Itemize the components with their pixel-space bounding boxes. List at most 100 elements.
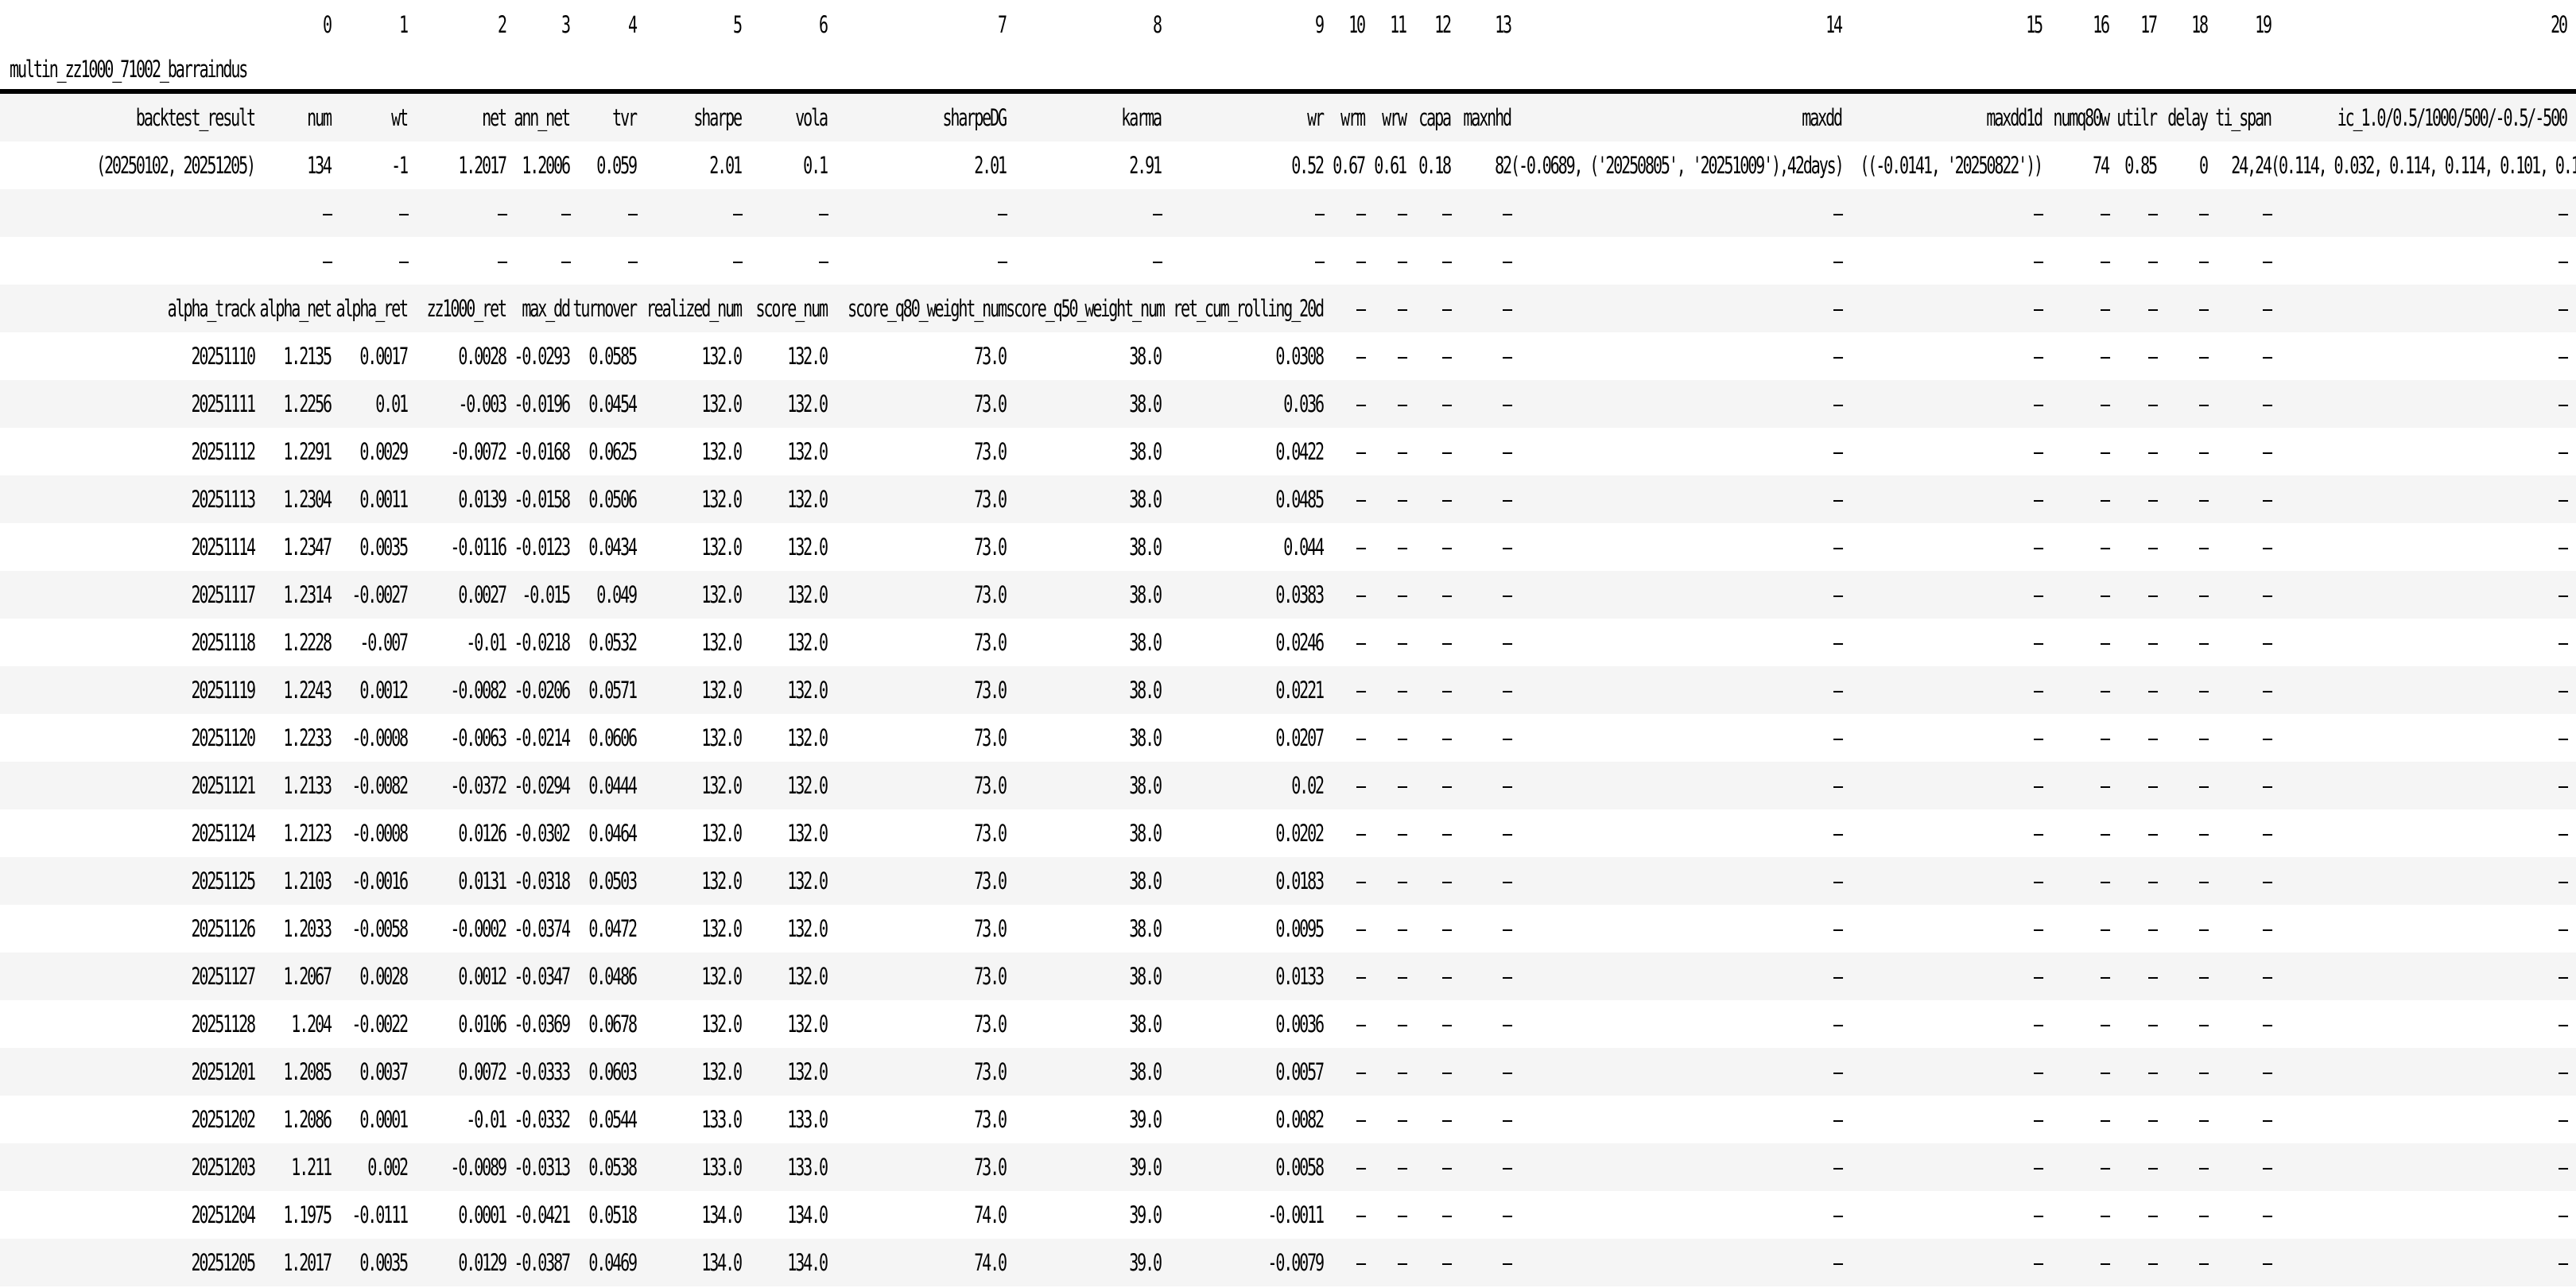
cell: — [1841, 237, 2043, 285]
cell: 0.1 [741, 142, 828, 189]
cell: — [1323, 1239, 1366, 1286]
cell-text: — [323, 246, 332, 275]
cell: — [2207, 332, 2272, 380]
cell-text: 0.01 [375, 390, 409, 418]
cell-text: 38.0 [1129, 580, 1162, 609]
cell-text: 39.0 [1129, 1153, 1162, 1181]
cell-text: — [2199, 533, 2209, 561]
cell: — [2109, 1048, 2158, 1096]
cell: — [1406, 571, 1452, 619]
cell-text: — [1442, 1057, 1452, 1086]
cell: 132.0 [741, 619, 828, 666]
cell-text: — [1442, 485, 1452, 514]
cell: 0.059 [569, 142, 638, 189]
cell-text: — [1356, 1248, 1366, 1277]
cell: 1.1975 [254, 1191, 332, 1239]
row-index-cell: 20251121 [0, 762, 256, 809]
cell-text: 1.2103 [283, 867, 332, 895]
cell: — [2042, 523, 2110, 571]
cell-text: alpha_ret [336, 294, 409, 323]
cell: 0.0472 [569, 905, 638, 952]
cell-text: — [1503, 867, 1512, 895]
cell: — [1841, 1191, 2043, 1239]
cell-text: — [998, 199, 1007, 227]
cell: — [2042, 332, 2110, 380]
cell-text: — [1398, 1010, 1407, 1038]
cell: — [2042, 1143, 2110, 1191]
cell-text: 1.211 [291, 1153, 332, 1181]
cell: 1.2304 [254, 475, 332, 523]
row-index-cell: 20251110 [0, 332, 256, 380]
cell-text: 73.0 [974, 676, 1007, 704]
cell-text: — [2148, 342, 2158, 370]
cell: — [2207, 237, 2272, 285]
cell: 0.0139 [407, 475, 507, 523]
cell-text: — [1442, 1248, 1452, 1277]
cell-text: 1.2314 [283, 580, 332, 609]
cell: — [1841, 714, 2043, 762]
row-index-cell-text: 20251112 [191, 437, 256, 466]
column-index-text: 0 [323, 10, 332, 39]
cell: 132.0 [636, 952, 743, 1000]
cell: — [2271, 905, 2576, 952]
cell-text: — [2199, 1153, 2209, 1181]
cell-text: — [2199, 390, 2209, 418]
cell-text: 0.0606 [588, 724, 638, 752]
cell: — [636, 237, 743, 285]
cell-text: 1.2085 [283, 1057, 332, 1086]
cell: — [2156, 1191, 2209, 1239]
cell-text: — [1356, 485, 1366, 514]
row-index-cell [0, 189, 254, 237]
cell-text: — [1833, 1105, 1843, 1134]
table-row: 20251203 1.211 0.002 -0.0089 -0.0313 0.0538 13… [0, 1143, 2576, 1191]
column-index-text: 1 [399, 10, 409, 39]
cell: — [2156, 762, 2209, 809]
cell-text: — [1356, 1010, 1366, 1038]
cell-text: — [2034, 1201, 2043, 1229]
cell: — [2156, 189, 2209, 237]
column-header: backtest_result [0, 89, 256, 142]
cell: — [2207, 952, 2272, 1000]
row-index-cell-text: (20250102, 20251205) [96, 151, 256, 180]
cell: — [1841, 1000, 2043, 1048]
cell: 0.0486 [569, 952, 638, 1000]
cell-text: — [1503, 962, 1512, 991]
cell: — [1323, 619, 1366, 666]
cell-text: 0.0308 [1275, 342, 1325, 370]
cell-text: — [2199, 628, 2209, 657]
cell-text: — [1442, 533, 1452, 561]
cell: 0.0571 [569, 666, 638, 714]
cell-text: — [2034, 580, 2043, 609]
table-row: 20251205 1.2017 0.0035 0.0129 -0.0387 0.0469 1… [0, 1239, 2576, 1286]
column-header: sharpe [636, 89, 743, 142]
cell-text: 132.0 [787, 676, 828, 704]
cell: 73.0 [827, 619, 1007, 666]
cell-text: — [2263, 437, 2272, 466]
cell-text: — [2034, 342, 2043, 370]
cell: 0.0001 [407, 1191, 507, 1239]
cell-text: 73.0 [974, 485, 1007, 514]
cell: — [2109, 857, 2158, 905]
cell-text: 38.0 [1129, 867, 1162, 895]
cell-text: — [2559, 1153, 2568, 1181]
cell-text: 38.0 [1129, 485, 1162, 514]
cell-text: — [1398, 342, 1407, 370]
cell-text: — [2199, 1248, 2209, 1277]
cell-text: — [1398, 1105, 1407, 1134]
cell-text: — [2034, 867, 2043, 895]
row-index-cell: 20251111 [0, 380, 256, 428]
cell: 0.0454 [569, 380, 638, 428]
cell: 132.0 [636, 428, 743, 475]
cell-text: 73.0 [974, 867, 1007, 895]
cell: 0.52 [1161, 142, 1325, 189]
cell: — [2109, 1000, 2158, 1048]
cell-text: — [2034, 1010, 2043, 1038]
cell: — [2271, 332, 2576, 380]
cell-text: — [1356, 533, 1366, 561]
cell: — [1511, 380, 1843, 428]
cell: — [2042, 619, 2110, 666]
cell: 132.0 [741, 857, 828, 905]
cell-text: — [1503, 1248, 1512, 1277]
cell: — [1511, 905, 1843, 952]
column-index-row: 0 1 2 3 4 5 6 7 8 9 10 11 12 13 14 15 16 17 18 19 20 [0, 0, 2576, 49]
